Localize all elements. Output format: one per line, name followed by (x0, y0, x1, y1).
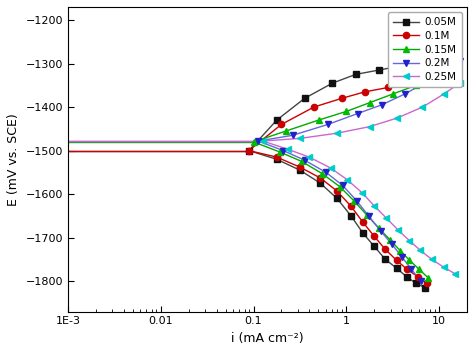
X-axis label: i (mA cm⁻²): i (mA cm⁻²) (231, 332, 304, 345)
Y-axis label: E (mV vs. SCE): E (mV vs. SCE) (7, 113, 20, 206)
Legend: 0.05M, 0.1M, 0.15M, 0.2M, 0.25M: 0.05M, 0.1M, 0.15M, 0.2M, 0.25M (388, 12, 462, 87)
